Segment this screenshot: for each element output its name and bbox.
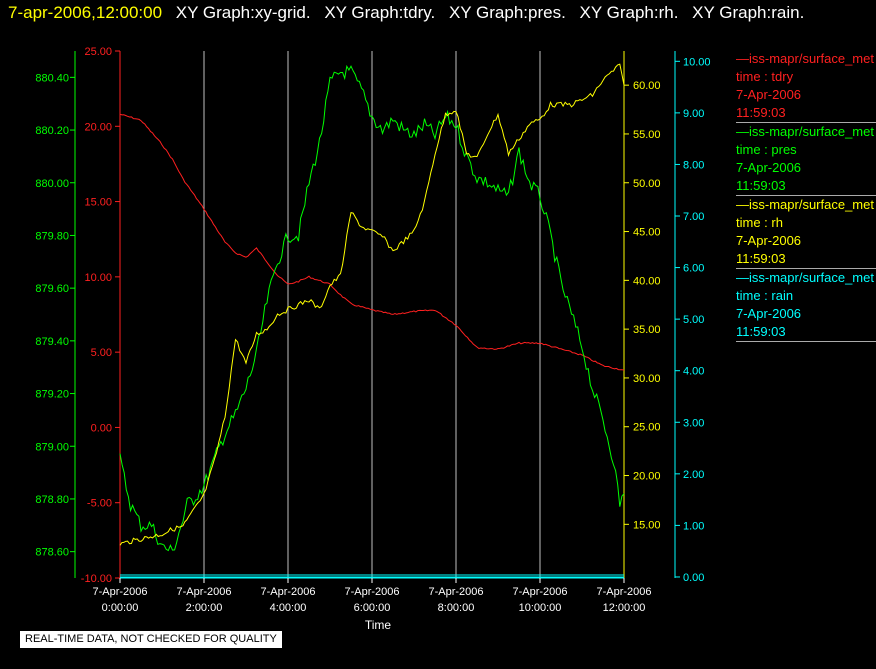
- legend-series-label: —iss-mapr/surface_met: [736, 270, 874, 285]
- y-tick-label: 5.00: [91, 347, 112, 359]
- legend-clock: 11:59:03: [736, 178, 786, 193]
- legend-date: 7-Apr-2006: [736, 87, 802, 102]
- y-tick-label: 9.00: [683, 108, 704, 120]
- graph-name-pres[interactable]: XY Graph:pres.: [448, 3, 566, 22]
- y-tick-label: 50.00: [633, 178, 661, 190]
- series-line-pres[interactable]: [119, 64, 625, 552]
- legend-time-label: time : tdry: [736, 69, 794, 84]
- y-axis-rh[interactable]: 60.00 55.00 50.00 45.00 40.00 35.00 30.00 25.00…: [623, 51, 661, 578]
- legend-time-label: time : rain: [736, 288, 794, 303]
- legend-time-label: time : pres: [736, 142, 797, 157]
- x-tick-label: 7-Apr-2006: [512, 586, 567, 598]
- x-tick-label: 0:00:00: [102, 602, 139, 614]
- y-tick-label: 20.00: [633, 471, 661, 483]
- x-axis-title: Time: [365, 618, 392, 632]
- y-tick-label: 3.00: [683, 417, 704, 429]
- current-datetime: 7-apr-2006,12:00:00: [8, 3, 163, 22]
- title-bar: 7-apr-2006,12:00:00 XY Graph:xy-grid. XY…: [0, 0, 876, 28]
- y-tick-label: 880.20: [35, 125, 69, 137]
- y-tick-label: 7.00: [683, 211, 704, 223]
- y-tick-label: 20.00: [84, 121, 112, 133]
- legend: —iss-mapr/surface_met time : tdry 7-Apr-…: [736, 50, 876, 342]
- y-tick-label: 45.00: [633, 227, 661, 239]
- y-tick-label: -5.00: [87, 498, 112, 510]
- legend-divider: [736, 195, 876, 196]
- legend-divider: [736, 341, 876, 342]
- y-tick-label: 879.20: [35, 389, 69, 401]
- x-tick-label: 6:00:00: [354, 602, 391, 614]
- y-tick-label: 2.00: [683, 469, 704, 481]
- x-tick-label: 2:00:00: [186, 602, 223, 614]
- legend-date: 7-Apr-2006: [736, 306, 802, 321]
- legend-time-label: time : rh: [736, 215, 783, 230]
- y-tick-label: 878.80: [35, 494, 69, 506]
- y-tick-label: 879.40: [35, 336, 69, 348]
- x-tick-label: 7-Apr-2006: [596, 586, 651, 598]
- legend-entry-rh[interactable]: —iss-mapr/surface_met time : rh 7-Apr-20…: [736, 196, 876, 269]
- y-tick-label: 879.80: [35, 230, 69, 242]
- y-tick-label: 60.00: [633, 80, 661, 92]
- legend-divider: [736, 268, 876, 269]
- y-axis-pres[interactable]: 880.40 880.20 880.00 879.80 879.60 879.40 879.…: [35, 51, 76, 578]
- y-tick-label: -10.00: [81, 573, 112, 585]
- graph-name-grid[interactable]: XY Graph:xy-grid.: [175, 3, 311, 22]
- x-tick-label: 8:00:00: [438, 602, 475, 614]
- y-tick-label: 30.00: [633, 373, 661, 385]
- x-tick-label: 4:00:00: [270, 602, 307, 614]
- series-line-rh[interactable]: [119, 63, 625, 546]
- y-tick-label: 0.00: [91, 422, 112, 434]
- y-tick-label: 10.00: [683, 56, 711, 68]
- x-tick-label: 7-Apr-2006: [176, 586, 231, 598]
- y-tick-label: 15.00: [84, 197, 112, 209]
- graph-name-tdry[interactable]: XY Graph:tdry.: [324, 3, 436, 22]
- legend-date: 7-Apr-2006: [736, 160, 802, 175]
- y-tick-label: 880.40: [35, 72, 69, 84]
- y-tick-label: 10.00: [84, 272, 112, 284]
- y-tick-label: 0.00: [683, 572, 704, 584]
- y-tick-label: 880.00: [35, 178, 69, 190]
- legend-clock: 11:59:03: [736, 324, 786, 339]
- graph-name-rh[interactable]: XY Graph:rh.: [579, 3, 679, 22]
- legend-date: 7-Apr-2006: [736, 233, 802, 248]
- y-tick-label: 5.00: [683, 314, 704, 326]
- y-tick-label: 4.00: [683, 366, 704, 378]
- data-quality-notice: REAL-TIME DATA, NOT CHECKED FOR QUALITY: [20, 631, 282, 648]
- x-tick-label: 7-Apr-2006: [92, 586, 147, 598]
- x-tick-label: 7-Apr-2006: [344, 586, 399, 598]
- y-tick-label: 879.00: [35, 441, 69, 453]
- y-tick-label: 15.00: [633, 519, 661, 531]
- legend-series-label: —iss-mapr/surface_met: [736, 197, 874, 212]
- y-tick-label: 40.00: [633, 275, 661, 287]
- legend-clock: 11:59:03: [736, 105, 786, 120]
- y-tick-label: 1.00: [683, 520, 704, 532]
- legend-series-label: —iss-mapr/surface_met: [736, 51, 874, 66]
- legend-clock: 11:59:03: [736, 251, 786, 266]
- legend-entry-tdry[interactable]: —iss-mapr/surface_met time : tdry 7-Apr-…: [736, 50, 876, 123]
- series-line-tdry[interactable]: [119, 113, 625, 371]
- y-tick-label: 25.00: [633, 422, 661, 434]
- y-tick-label: 35.00: [633, 324, 661, 336]
- x-tick-label: 7-Apr-2006: [260, 586, 315, 598]
- legend-divider: [736, 122, 876, 123]
- x-tick-label: 12:00:00: [603, 602, 646, 614]
- y-tick-label: 55.00: [633, 129, 661, 141]
- x-tick-label: 10:00:00: [519, 602, 562, 614]
- y-tick-label: 879.60: [35, 283, 69, 295]
- legend-entry-rain[interactable]: —iss-mapr/surface_met time : rain 7-Apr-…: [736, 269, 876, 342]
- y-axis-rain[interactable]: 10.00 9.00 8.00 7.00 6.00 5.00 4.00 3.00 2.00 1.0…: [674, 51, 711, 584]
- legend-series-label: —iss-mapr/surface_met: [736, 124, 874, 139]
- y-tick-label: 6.00: [683, 263, 704, 275]
- y-tick-label: 8.00: [683, 159, 704, 171]
- x-axis: 7-Apr-2006 0:00:00 7-Apr-2006 2:00:00 7-Apr-…: [92, 574, 652, 632]
- legend-entry-pres[interactable]: —iss-mapr/surface_met time : pres 7-Apr-…: [736, 123, 876, 196]
- x-tick-label: 7-Apr-2006: [428, 586, 483, 598]
- y-axis-tdry[interactable]: 25.00 20.00 15.00 10.00 5.00 0.00 -5.00 -10.00: [81, 46, 121, 585]
- graph-name-rain[interactable]: XY Graph:rain.: [692, 3, 805, 22]
- y-tick-label: 878.60: [35, 547, 69, 559]
- y-tick-label: 25.00: [84, 46, 112, 58]
